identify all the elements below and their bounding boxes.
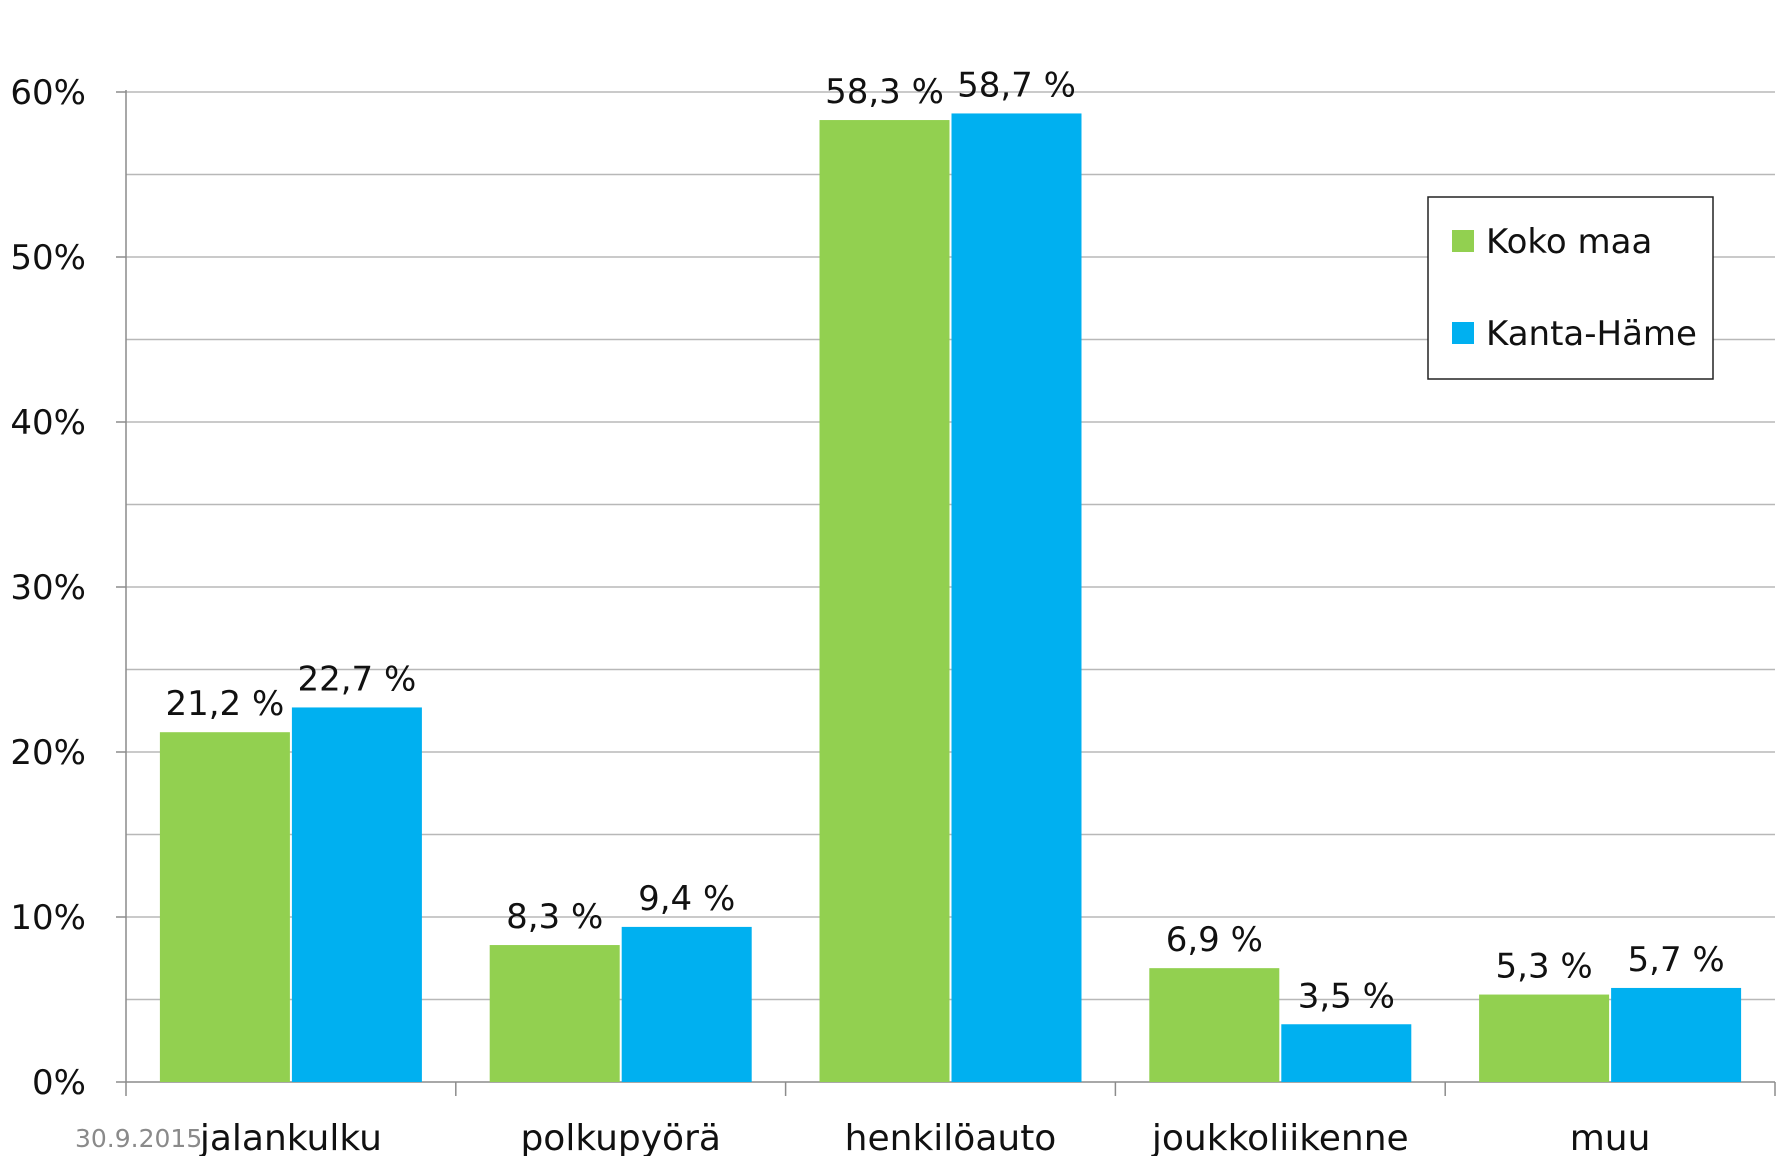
legend-label: Koko maa [1486, 222, 1652, 262]
axes: 0% 10% 20% 30% 40% 50% 60% jalankulku polkupyörä… [10, 73, 1776, 1156]
legend: Koko maa Kanta-Häme [1427, 196, 1714, 380]
bar-value-label: 58,3 % [825, 72, 944, 112]
y-tick-label: 30% [10, 568, 86, 608]
y-tick-label: 0% [32, 1063, 86, 1103]
bar-value-label: 3,5 % [1298, 976, 1395, 1016]
legend-swatch [1452, 230, 1474, 252]
footer-date: 30.9.2015 [75, 1124, 202, 1153]
bar-value-label: 21,2 % [165, 684, 284, 724]
bar-kanta-hame [951, 113, 1082, 1082]
data-labels: 21,2 % 22,7 % 8,3 % 9,4 % 58,3 % 58,7 % 6,9 % 3… [165, 65, 1724, 1016]
bar-value-label: 5,7 % [1628, 940, 1725, 980]
x-category-label: joukkoliikenne [1151, 1118, 1409, 1156]
bar-kanta-hame [621, 926, 752, 1082]
y-tick-label: 60% [10, 73, 86, 113]
y-tick-label: 40% [10, 403, 86, 443]
bar-koko-maa [819, 120, 950, 1083]
bar-koko-maa [1479, 994, 1610, 1082]
bar-kanta-hame [1281, 1024, 1412, 1082]
x-category-label: polkupyörä [520, 1118, 720, 1156]
bar-value-label: 5,3 % [1496, 947, 1593, 987]
bar-koko-maa [1149, 968, 1280, 1082]
bar-value-label: 8,3 % [506, 897, 603, 937]
legend-label: Kanta-Häme [1486, 314, 1697, 354]
bar-value-label: 6,9 % [1166, 920, 1263, 960]
x-category-label: jalankulku [199, 1118, 382, 1156]
y-tick-label: 50% [10, 238, 86, 278]
bars [159, 113, 1742, 1083]
bar-value-label: 9,4 % [638, 879, 735, 919]
legend-swatch [1452, 322, 1474, 344]
y-tick-label: 10% [10, 898, 86, 938]
y-tick-label: 20% [10, 733, 86, 773]
bar-kanta-hame [291, 707, 422, 1082]
x-category-label: henkilöauto [845, 1118, 1057, 1156]
bar-koko-maa [489, 945, 620, 1082]
bar-koko-maa [159, 732, 290, 1082]
bar-value-label: 22,7 % [297, 659, 416, 699]
x-category-label: muu [1570, 1118, 1651, 1156]
legend-box [1427, 196, 1714, 380]
bar-value-label: 58,7 % [957, 65, 1076, 105]
bar-kanta-hame [1611, 987, 1742, 1082]
